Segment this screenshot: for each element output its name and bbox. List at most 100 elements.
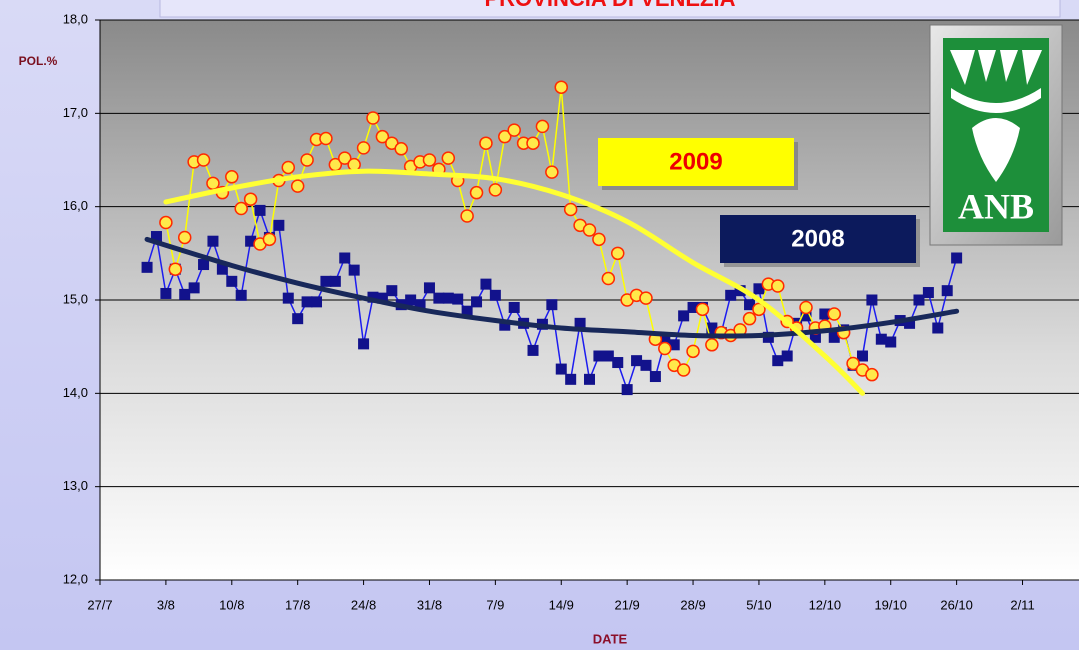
marker — [433, 292, 445, 304]
series-label-box — [720, 215, 916, 263]
marker — [676, 363, 691, 377]
marker — [875, 333, 887, 345]
marker — [469, 185, 484, 200]
marker — [649, 371, 661, 383]
marker — [612, 357, 624, 369]
y-tick-label: 18,0 — [63, 11, 88, 26]
marker — [168, 262, 183, 276]
marker — [480, 278, 492, 290]
x-tick-label: 7/9 — [486, 597, 504, 612]
marker — [932, 322, 944, 334]
marks — [141, 80, 963, 396]
marker — [488, 183, 503, 197]
trend-line — [144, 236, 960, 339]
marker — [771, 279, 785, 293]
marker — [262, 232, 277, 247]
y-tick-label: 14,0 — [63, 385, 88, 400]
marker — [159, 215, 173, 230]
marker — [508, 301, 520, 313]
y-tick-label: 16,0 — [63, 198, 88, 213]
title-box — [159, 0, 1061, 18]
marker — [188, 282, 200, 294]
marker — [367, 291, 379, 303]
marker — [292, 313, 304, 325]
chart-title: PROVINCIA DI VENEZIA — [485, 0, 736, 11]
marker — [913, 294, 925, 306]
marker — [686, 344, 700, 359]
marker — [460, 209, 474, 223]
marker — [338, 151, 352, 165]
marker — [781, 350, 793, 362]
marker — [725, 289, 737, 301]
marker — [922, 287, 934, 299]
marker — [592, 232, 606, 247]
y-tick-label: 13,0 — [63, 478, 88, 493]
x-tick-label: 26/10 — [940, 597, 973, 612]
marker — [639, 291, 653, 305]
marker — [226, 275, 238, 287]
x-tick-label: 21/9 — [614, 597, 639, 612]
marker — [574, 317, 586, 329]
marker — [471, 296, 483, 308]
marker — [904, 317, 916, 329]
marker — [160, 287, 172, 299]
x-tick-label: 28/9 — [680, 597, 705, 612]
marker — [319, 131, 333, 146]
marker — [602, 350, 614, 362]
marker — [423, 282, 435, 294]
marker — [311, 296, 323, 308]
marker — [601, 271, 616, 286]
marker — [207, 235, 219, 247]
marker — [695, 302, 710, 317]
marker — [179, 288, 191, 300]
marker — [565, 373, 577, 385]
x-tick-label: 24/8 — [351, 597, 376, 612]
marker — [678, 310, 690, 322]
marker — [507, 123, 521, 137]
marker — [499, 319, 511, 331]
marker — [282, 292, 294, 304]
marker — [452, 293, 464, 305]
marker — [422, 153, 437, 167]
marker — [621, 384, 633, 396]
marker — [356, 141, 371, 155]
marker — [245, 235, 257, 247]
marker — [196, 153, 211, 167]
x-tick-label: 27/7 — [87, 597, 112, 612]
marker — [546, 299, 558, 311]
marker — [394, 142, 408, 156]
marker — [320, 275, 332, 287]
series-label: 2008 — [791, 225, 844, 252]
marker — [405, 294, 417, 306]
x-tick-label: 31/8 — [417, 597, 442, 612]
marker — [742, 311, 757, 326]
x-axis-label: DATE — [593, 631, 628, 646]
marker — [301, 296, 313, 308]
y-tick-label: 15,0 — [63, 291, 88, 306]
x-tick-label: 10/8 — [219, 597, 244, 612]
marker — [640, 359, 652, 371]
marker — [941, 285, 953, 297]
marker — [386, 285, 398, 297]
marker — [856, 350, 868, 362]
marker — [819, 308, 831, 320]
marker — [281, 160, 296, 175]
grid: 12,0 13,0 14,0 15,0 16,0 17,0 18,0 27/7 3/8 10/8 1… — [63, 11, 1079, 612]
marker — [951, 252, 963, 264]
x-tick-label: 5/10 — [746, 597, 771, 612]
logo-text: ANB — [958, 186, 1034, 226]
marker — [329, 275, 341, 287]
logo-arc — [951, 88, 1041, 113]
series-label-box — [598, 138, 794, 186]
marker — [753, 283, 765, 295]
marker — [461, 305, 473, 317]
marker — [150, 231, 162, 243]
marker — [687, 301, 699, 313]
marker — [366, 111, 380, 125]
marker — [865, 367, 879, 382]
x-tick-label: 17/8 — [285, 597, 310, 612]
marker — [358, 338, 370, 350]
series-label: 2009 — [669, 148, 722, 175]
marker — [526, 136, 540, 150]
